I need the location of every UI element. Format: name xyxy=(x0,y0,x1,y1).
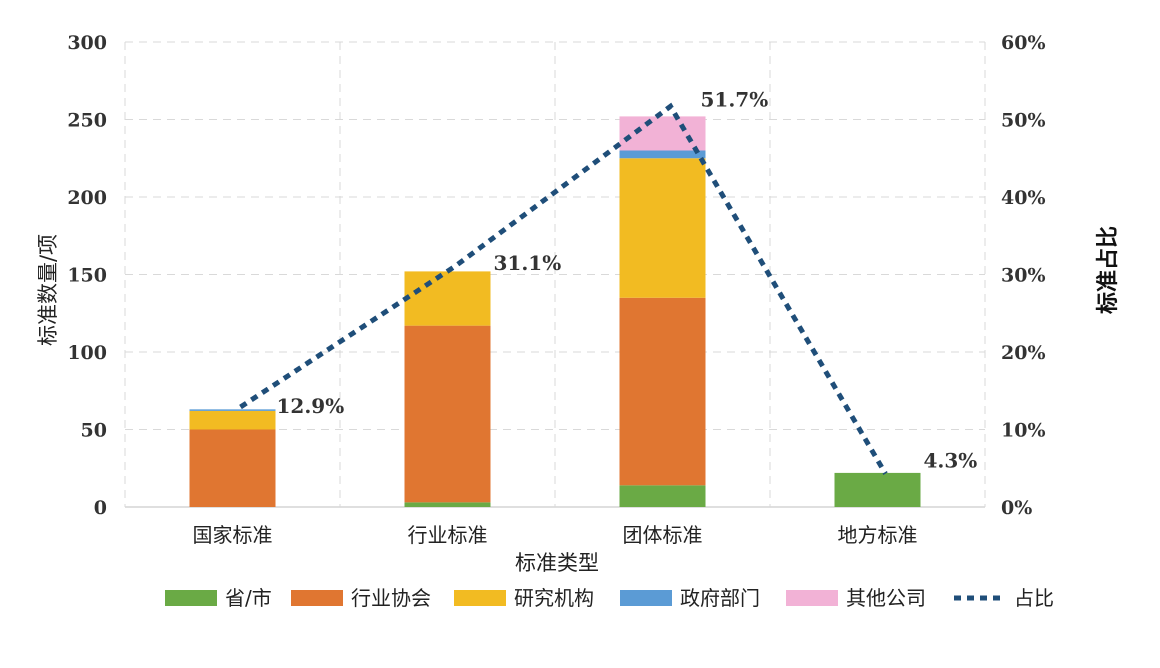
legend-label: 省/市 xyxy=(225,586,272,610)
bar-segment xyxy=(619,150,706,159)
y-axis-title: 标准数量/项 xyxy=(36,234,60,346)
bar-segment xyxy=(404,271,491,326)
y2-tick-label: 30% xyxy=(1001,265,1046,287)
y2-tick-label: 0% xyxy=(1001,497,1032,519)
y-tick-label: 100 xyxy=(67,342,107,364)
bar-segment xyxy=(189,409,276,411)
bar-segment xyxy=(189,429,276,507)
legend-label: 占比 xyxy=(1014,586,1054,610)
y-axis-left: 0 50 100 150 200 250 300 xyxy=(67,32,107,519)
x-axis-title: 标准类型 xyxy=(515,551,599,575)
legend-swatch xyxy=(786,590,838,606)
ratio-line xyxy=(239,102,888,475)
x-tick-label: 团体标准 xyxy=(623,523,703,547)
x-tick-label: 行业标准 xyxy=(408,523,488,547)
bar-segment xyxy=(189,410,276,430)
y2-tick-label: 40% xyxy=(1001,187,1046,209)
y-tick-label: 250 xyxy=(67,110,107,132)
legend-label: 行业协会 xyxy=(351,586,431,610)
x-tick-label: 地方标准 xyxy=(838,523,918,547)
y2-tick-label: 20% xyxy=(1001,342,1046,364)
y-tick-label: 200 xyxy=(67,187,107,209)
legend-swatch xyxy=(165,590,217,606)
ratio-data-label: 12.9% xyxy=(277,394,345,418)
bar-segment xyxy=(404,325,491,503)
bar-segment xyxy=(619,485,706,507)
y2-axis-title: 标准占比 xyxy=(1095,226,1121,314)
legend-swatch xyxy=(620,590,672,606)
y-axis-right: 0% 10% 20% 30% 40% 50% 60% xyxy=(1001,32,1046,519)
bar-segment xyxy=(619,297,706,486)
ratio-line-path xyxy=(239,102,888,475)
bar-segment xyxy=(404,502,491,507)
legend-swatch xyxy=(454,590,506,606)
x-tick-label: 国家标准 xyxy=(193,523,273,547)
legend-label: 其他公司 xyxy=(846,586,926,610)
ratio-data-label: 51.7% xyxy=(701,87,769,111)
x-axis: 国家标准 行业标准 团体标准 地方标准 xyxy=(193,523,918,547)
ratio-data-label: 4.3% xyxy=(924,449,978,473)
ratio-data-label: 31.1% xyxy=(494,251,562,275)
bar-segment xyxy=(619,116,706,151)
ratio-labels: 12.9% 31.1% 51.7% 4.3% xyxy=(277,87,978,472)
legend-label: 研究机构 xyxy=(514,586,594,610)
legend: 省/市 行业协会 研究机构 政府部门 其他公司 占比 xyxy=(165,586,1054,610)
bar-segment xyxy=(619,158,706,298)
y-tick-label: 300 xyxy=(67,32,107,54)
y-tick-label: 0 xyxy=(94,497,107,519)
legend-label: 政府部门 xyxy=(680,586,760,610)
bar-segment xyxy=(834,472,921,507)
y-tick-label: 150 xyxy=(67,265,107,287)
legend-swatch xyxy=(291,590,343,606)
y2-tick-label: 50% xyxy=(1001,110,1046,132)
bars xyxy=(189,116,921,507)
y-tick-label: 50 xyxy=(81,420,107,442)
y2-tick-label: 60% xyxy=(1001,32,1046,54)
y2-tick-label: 10% xyxy=(1001,420,1046,442)
